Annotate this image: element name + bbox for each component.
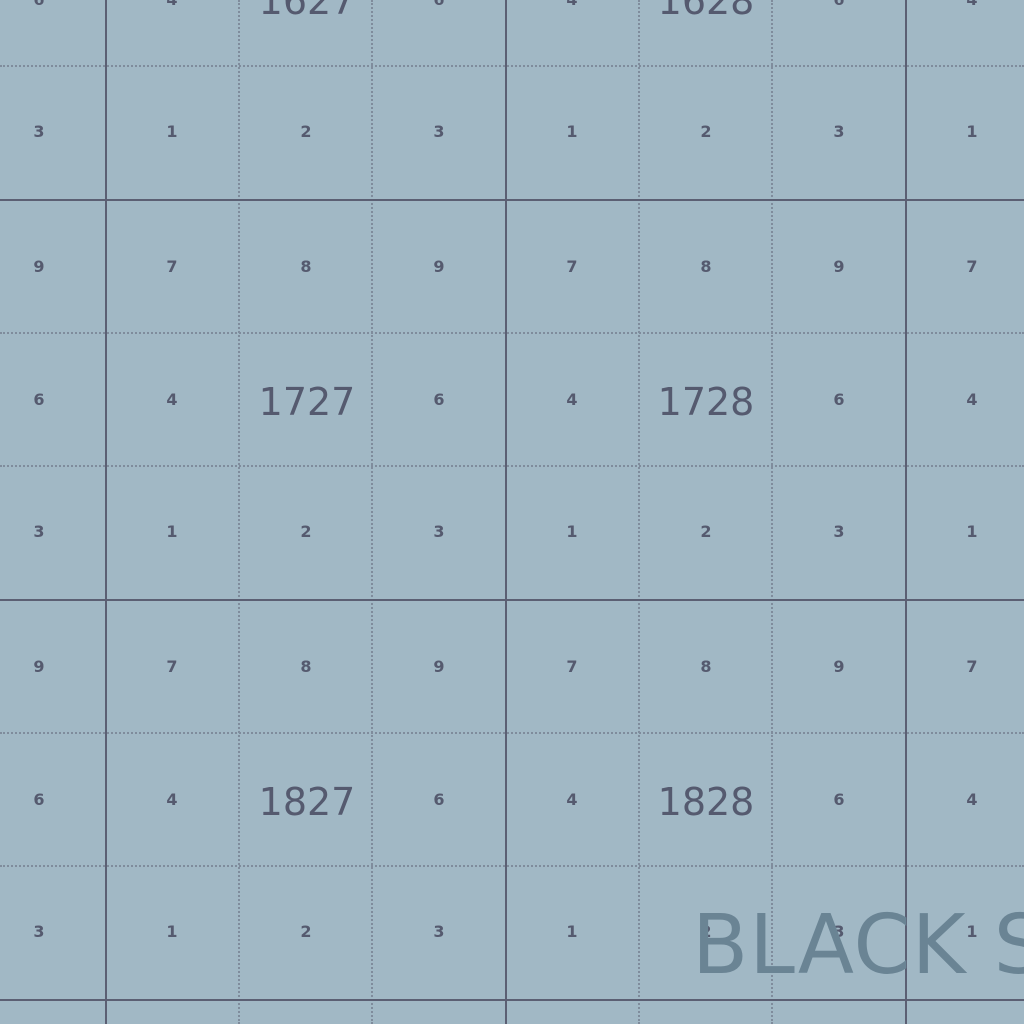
cell-number: 1 [166, 922, 178, 941]
cell-number: 6 [33, 0, 44, 8]
grid-line-vertical-dotted [238, 0, 240, 1024]
grid-line-horizontal-solid [0, 999, 1024, 1001]
grid-line-horizontal-solid [0, 599, 1024, 601]
cell-number: 7 [166, 657, 178, 676]
cell-number: 3 [433, 922, 445, 941]
map-watermark: BLACK SE [692, 898, 1024, 993]
cell-number: 4 [166, 390, 178, 409]
cell-number: 6 [433, 790, 445, 809]
cell-number: 2 [700, 122, 712, 141]
cell-number: 4 [966, 390, 978, 409]
cell-number: 4 [566, 390, 578, 409]
cell-number: 4 [966, 790, 978, 809]
grid-line-horizontal-dotted [0, 65, 1024, 67]
cell-number: 6 [33, 390, 45, 409]
cell-number: 9 [33, 657, 45, 676]
cell-number: 2 [700, 522, 712, 541]
cell-number: 8 [300, 257, 312, 276]
cell-number: 6 [433, 0, 444, 8]
grid-line-vertical-dotted [771, 0, 773, 1024]
cell-number: 9 [33, 257, 45, 276]
cell-number: 9 [433, 257, 445, 276]
cell-number: 1 [966, 922, 978, 941]
cell-number: 2 [300, 522, 312, 541]
cell-number: 2 [300, 922, 312, 941]
cell-number: 1 [166, 522, 178, 541]
cell-number: 3 [33, 922, 45, 941]
cell-number: 4 [166, 790, 178, 809]
cell-number: 9 [833, 257, 845, 276]
cell-number: 2 [700, 922, 712, 941]
cell-number: 6 [833, 390, 845, 409]
block-label[interactable]: 1827 [258, 780, 356, 824]
grid-line-horizontal-dotted [0, 332, 1024, 334]
block-label[interactable]: 1828 [657, 780, 755, 824]
cell-number: 8 [700, 257, 712, 276]
cell-number: 1 [966, 522, 978, 541]
block-label[interactable]: 1728 [657, 380, 755, 424]
cell-number: 8 [300, 657, 312, 676]
cell-number: 3 [833, 122, 845, 141]
cell-number: 7 [566, 657, 578, 676]
cell-number: 9 [833, 657, 845, 676]
cell-number: 7 [966, 257, 978, 276]
cell-number: 4 [566, 0, 577, 8]
cell-number: 7 [966, 657, 978, 676]
grid-line-horizontal-solid [0, 199, 1024, 201]
block-label[interactable]: 1628 [657, 0, 755, 23]
cell-number: 1 [566, 122, 578, 141]
cell-number: 1 [166, 122, 178, 141]
cell-number: 6 [33, 790, 45, 809]
cell-number: 1 [566, 522, 578, 541]
block-label[interactable]: 1727 [258, 380, 356, 424]
grid-line-vertical-solid [505, 0, 507, 1024]
cell-number: 1 [566, 922, 578, 941]
cell-number: 4 [966, 0, 977, 8]
grid-line-horizontal-dotted [0, 465, 1024, 467]
cell-number: 2 [300, 122, 312, 141]
grid-line-vertical-dotted [371, 0, 373, 1024]
grid-line-vertical-solid [105, 0, 107, 1024]
cell-number: 4 [166, 0, 177, 8]
cell-number: 3 [433, 522, 445, 541]
cell-number: 3 [33, 522, 45, 541]
cell-number: 4 [566, 790, 578, 809]
cell-number: 7 [566, 257, 578, 276]
grid-line-horizontal-dotted [0, 732, 1024, 734]
cell-number: 6 [433, 390, 445, 409]
cell-number: 3 [433, 122, 445, 141]
cell-number: 8 [700, 657, 712, 676]
grid-line-horizontal-dotted [0, 865, 1024, 867]
cell-number: 3 [833, 922, 845, 941]
cell-number: 6 [833, 790, 845, 809]
cell-number: 7 [166, 257, 178, 276]
cell-number: 6 [833, 0, 844, 8]
grid-line-vertical-solid [905, 0, 907, 1024]
cell-number: 3 [33, 122, 45, 141]
block-label[interactable]: 1627 [258, 0, 356, 23]
cell-number: 3 [833, 522, 845, 541]
cell-number: 1 [966, 122, 978, 141]
grid-line-vertical-dotted [638, 0, 640, 1024]
cell-number: 9 [433, 657, 445, 676]
